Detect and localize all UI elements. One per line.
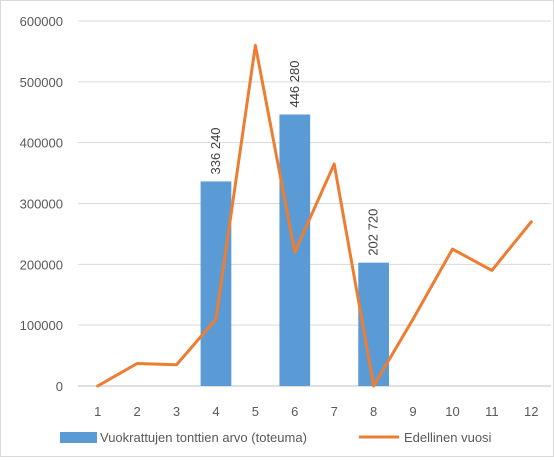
bar xyxy=(201,181,232,386)
x-tick-label: 8 xyxy=(370,404,377,419)
y-tick-label: 500000 xyxy=(20,75,63,90)
x-tick-label: 11 xyxy=(485,404,499,419)
bar-data-label: 446 280 xyxy=(287,61,302,108)
x-tick-label: 9 xyxy=(409,404,416,419)
x-tick-label: 1 xyxy=(94,404,101,419)
legend: Vuokrattujen tonttien arvo (toteuma) Ede… xyxy=(60,430,492,445)
y-tick-label: 0 xyxy=(56,379,63,394)
x-tick-label: 12 xyxy=(524,404,538,419)
x-tick-label: 5 xyxy=(252,404,259,419)
x-tick-label: 10 xyxy=(445,404,459,419)
legend-swatch-bars xyxy=(60,432,97,443)
gridlines xyxy=(78,21,551,325)
x-tick-label: 7 xyxy=(331,404,338,419)
bar-data-label: 336 240 xyxy=(208,127,223,174)
y-tick-label: 300000 xyxy=(20,197,63,212)
y-tick-label: 400000 xyxy=(20,136,63,151)
y-tick-label: 600000 xyxy=(20,14,63,29)
line-series-path xyxy=(98,45,532,386)
bar-data-label: 202 720 xyxy=(366,209,381,256)
x-tick-label: 2 xyxy=(134,404,141,419)
legend-label-line: Edellinen vuosi xyxy=(404,430,492,445)
x-tick-label: 6 xyxy=(291,404,298,419)
y-tick-label: 100000 xyxy=(20,318,63,333)
x-tick-label: 4 xyxy=(212,404,219,419)
legend-label-bars: Vuokrattujen tonttien arvo (toteuma) xyxy=(100,430,307,445)
y-tick-label: 200000 xyxy=(20,257,63,272)
line-series xyxy=(98,45,532,386)
x-tick-label: 3 xyxy=(173,404,180,419)
